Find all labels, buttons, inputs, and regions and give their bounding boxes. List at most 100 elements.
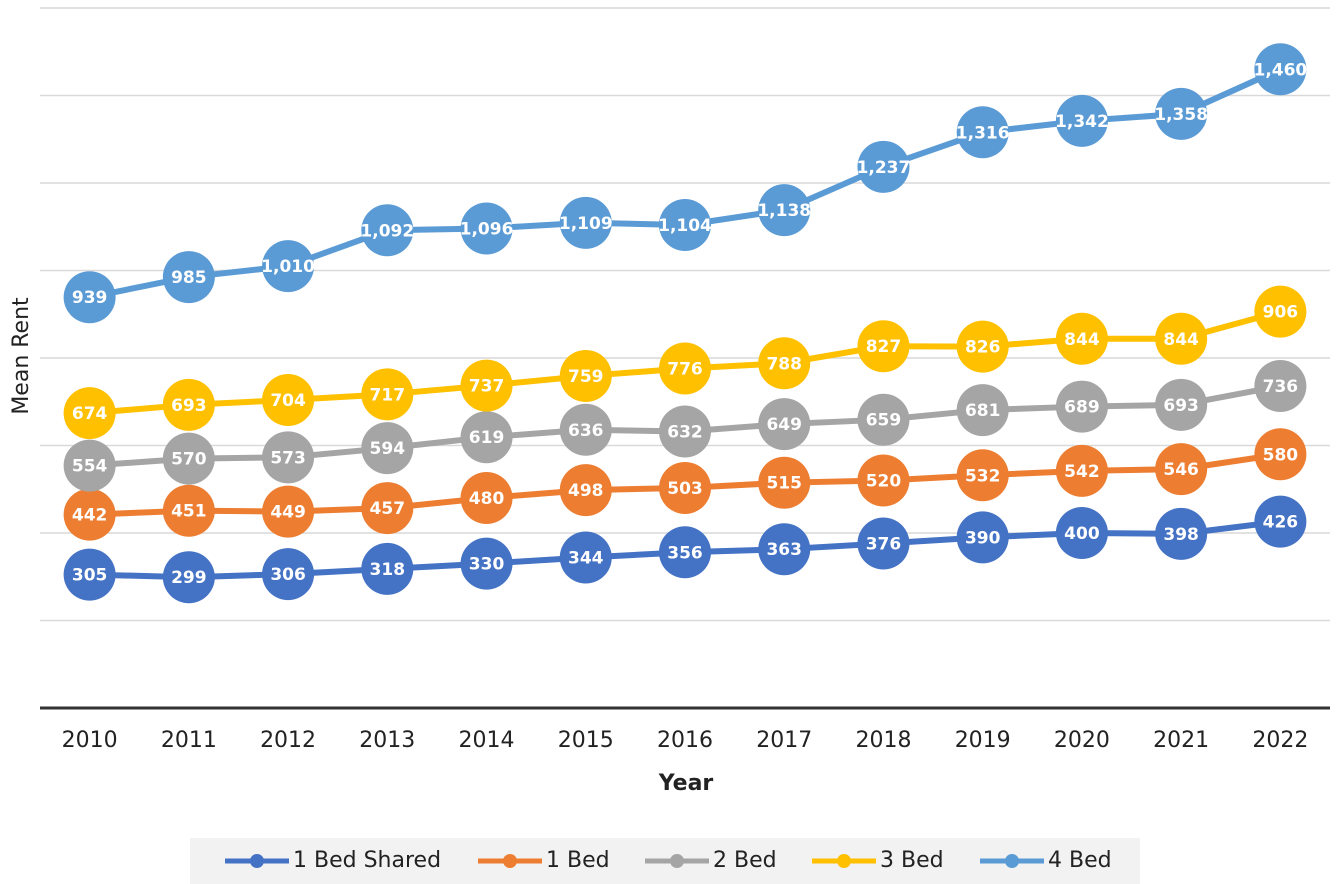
- point: [460, 411, 513, 464]
- point: [262, 240, 315, 293]
- legend-marker: [837, 854, 851, 868]
- point: [460, 537, 513, 590]
- value-label: 704: [270, 391, 306, 411]
- point: [1155, 443, 1208, 496]
- point: [63, 387, 116, 440]
- x-tick-label: 2019: [955, 728, 1011, 753]
- value-label: 1,104: [658, 216, 712, 236]
- value-label: 330: [469, 555, 505, 575]
- value-label: 480: [469, 489, 505, 509]
- point: [361, 482, 414, 535]
- value-label: 376: [866, 535, 902, 555]
- point: [63, 439, 116, 492]
- point: [758, 337, 811, 390]
- point: [758, 398, 811, 451]
- value-label: 363: [766, 540, 802, 560]
- point: [262, 548, 315, 601]
- point: [162, 251, 215, 304]
- value-label: 390: [965, 528, 1001, 548]
- value-label: 776: [667, 360, 703, 380]
- point: [162, 484, 215, 537]
- point: [857, 454, 910, 507]
- value-label: 736: [1263, 377, 1299, 397]
- value-label: 306: [270, 565, 306, 585]
- point: [659, 199, 711, 251]
- point: [1155, 87, 1208, 140]
- x-tick-label: 2021: [1153, 728, 1209, 753]
- point: [857, 517, 910, 570]
- value-label: 844: [1064, 330, 1100, 350]
- value-label: 737: [469, 377, 505, 397]
- point: [559, 531, 612, 584]
- point: [758, 523, 811, 576]
- point: [559, 196, 612, 249]
- point: [1055, 380, 1108, 433]
- value-label: 649: [766, 415, 802, 435]
- x-axis-label: Year: [658, 771, 714, 796]
- x-tick-label: 2012: [260, 728, 316, 753]
- point: [262, 374, 315, 426]
- point: [559, 464, 612, 517]
- point: [956, 320, 1009, 373]
- value-label: 1,237: [857, 158, 911, 178]
- point: [857, 140, 910, 193]
- value-label: 1,316: [956, 123, 1010, 143]
- value-label: 515: [766, 474, 802, 494]
- x-tick-label: 2011: [161, 728, 217, 753]
- point: [659, 526, 711, 579]
- point: [1254, 43, 1307, 96]
- point: [361, 368, 414, 421]
- point: [262, 431, 315, 484]
- value-label: 693: [1163, 396, 1199, 416]
- value-label: 1,358: [1154, 105, 1208, 125]
- value-label: 532: [965, 466, 1001, 486]
- point: [857, 393, 910, 446]
- point: [659, 342, 711, 395]
- x-tick-label: 2022: [1252, 728, 1308, 753]
- value-label: 520: [866, 472, 902, 492]
- value-label: 827: [866, 337, 902, 357]
- value-label: 844: [1163, 330, 1199, 350]
- legend-label: 3 Bed: [880, 848, 944, 873]
- value-label: 906: [1263, 303, 1299, 323]
- x-tick-label: 2015: [558, 728, 614, 753]
- point: [1254, 285, 1307, 338]
- point: [63, 488, 116, 541]
- point: [162, 551, 215, 604]
- point: [857, 320, 910, 373]
- value-label: 1,010: [261, 257, 315, 277]
- point: [1055, 507, 1108, 559]
- point: [63, 548, 116, 601]
- value-label: 554: [72, 457, 108, 477]
- value-label: 580: [1263, 445, 1299, 465]
- value-label: 939: [72, 288, 108, 308]
- value-label: 426: [1263, 513, 1299, 533]
- value-label: 457: [370, 499, 406, 519]
- point: [758, 184, 811, 237]
- value-label: 826: [965, 338, 1001, 358]
- value-label: 546: [1163, 460, 1199, 480]
- value-label: 674: [72, 404, 108, 424]
- value-label: 689: [1064, 398, 1100, 418]
- point: [460, 359, 513, 412]
- value-label: 693: [171, 396, 207, 416]
- value-label: 573: [270, 448, 306, 468]
- point: [956, 449, 1009, 502]
- point: [1055, 94, 1108, 147]
- value-label: 717: [370, 385, 406, 405]
- point: [1254, 495, 1307, 548]
- point: [659, 461, 711, 514]
- value-label: 985: [171, 268, 207, 288]
- x-tick-label: 2010: [62, 728, 118, 753]
- value-label: 400: [1064, 524, 1100, 544]
- legend-marker: [250, 854, 264, 868]
- point: [162, 378, 215, 431]
- point: [956, 106, 1009, 159]
- point: [361, 204, 414, 257]
- legend-marker: [670, 854, 684, 868]
- value-label: 570: [171, 450, 207, 470]
- value-label: 542: [1064, 462, 1100, 482]
- value-label: 344: [568, 549, 604, 569]
- value-label: 356: [667, 543, 703, 563]
